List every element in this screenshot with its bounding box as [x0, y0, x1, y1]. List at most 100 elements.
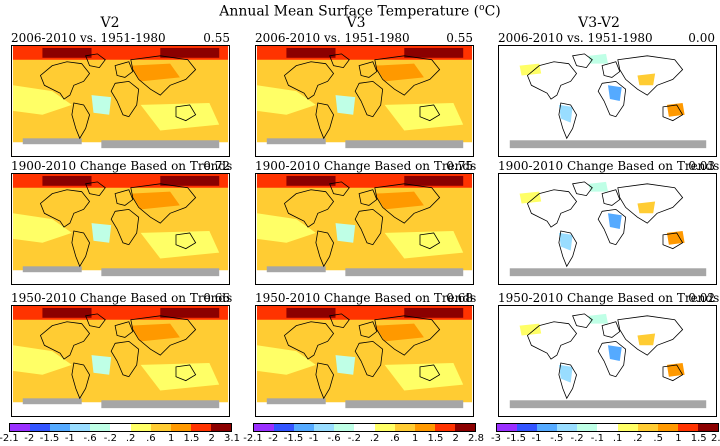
map-region: [572, 181, 593, 197]
map-region: [12, 213, 72, 243]
colorbar-swatch: [150, 424, 171, 431]
column-title-diff: V3-V2: [578, 15, 620, 31]
colorbar-swatch: [70, 424, 91, 431]
map-region: [114, 321, 134, 338]
map-v3-2006-2010: [255, 45, 474, 157]
map-region: [91, 223, 112, 243]
map-v3-1900-2010: [255, 173, 474, 285]
map-region: [384, 362, 464, 391]
colorbar-tick-label: -1.5: [506, 433, 527, 444]
map-region: [358, 321, 378, 338]
map-region: [315, 362, 334, 400]
map-region: [572, 53, 593, 69]
map-region: [130, 183, 197, 224]
panel-title: 1950-2010 Change Based on Trends: [11, 291, 233, 305]
map-region: [71, 102, 90, 140]
colorbar-tick-label: .6: [146, 433, 156, 444]
map-region: [85, 313, 106, 329]
colorbar-swatch: [517, 424, 538, 431]
map-region: [572, 313, 593, 329]
colorbar-tick-label: 3.1: [224, 433, 240, 444]
panel-global-mean: 0.02: [688, 291, 715, 305]
colorbar-swatch: [314, 424, 335, 431]
panel-global-mean: 0.03: [688, 159, 715, 173]
figure-title: Annual Mean Surface Temperature (oC): [219, 3, 501, 20]
map-region: [519, 63, 542, 76]
panel-title: 1900-2010 Change Based on Trends: [11, 159, 233, 173]
map-region: [85, 181, 106, 197]
map-region: [637, 73, 656, 86]
map-region: [666, 102, 685, 117]
map-region: [101, 400, 220, 409]
map-region: [114, 189, 134, 206]
map-region: [114, 61, 134, 78]
map-region: [345, 268, 464, 277]
map-region: [519, 323, 542, 336]
map-region: [140, 362, 220, 391]
panel-global-mean: 0.00: [688, 31, 715, 45]
map-region: [601, 321, 621, 338]
colorbar-swatch: [110, 424, 131, 431]
colorbar-swatch: [210, 424, 232, 431]
map-region: [662, 104, 684, 122]
map-region: [597, 208, 627, 246]
map-region: [175, 232, 197, 250]
colorbar-tick-label: 2.8: [468, 433, 484, 444]
map-diff-1900-2010: [498, 173, 717, 285]
map-region: [22, 138, 82, 145]
map-region: [286, 47, 336, 58]
map-region: [39, 61, 91, 100]
colorbar-swatch: [90, 424, 111, 431]
map-region: [256, 213, 316, 243]
panel-title: 2006-2010 vs. 1951-1980: [255, 31, 410, 45]
colorbar-tick-label: -1: [531, 433, 542, 444]
colorbar-swatch: [170, 424, 191, 431]
panel-global-mean: 0.66: [203, 291, 230, 305]
map-diff-2006-2010: [498, 45, 717, 157]
panel-global-mean: 0.68: [446, 291, 473, 305]
map-region: [22, 266, 82, 273]
map-region: [329, 181, 350, 197]
colorbar-tick-label: -.6: [83, 433, 97, 444]
column-title-v3: V3: [346, 15, 366, 31]
map-region: [175, 364, 197, 382]
map-region: [130, 323, 180, 342]
colorbar-swatch: [354, 424, 375, 431]
colorbar-tick-label: -.5: [550, 433, 564, 444]
map-region: [315, 230, 334, 268]
map-region: [110, 80, 140, 118]
map-region: [374, 55, 441, 96]
colorbar-v3-ticks: -2.1 -2 -1.5 -1 -.6 -.2 .2 .6 1 1.5 2 2.8: [243, 433, 484, 445]
map-region: [509, 268, 707, 277]
panel-global-mean: 0.55: [446, 31, 473, 45]
colorbar-swatch: [697, 424, 719, 431]
colorbar-swatch: [597, 424, 618, 431]
map-region: [588, 313, 608, 324]
map-region: [160, 47, 220, 58]
panel-title: 1900-2010 Change Based on Trends: [498, 159, 720, 173]
colorbar-swatch: [294, 424, 315, 431]
map-region: [509, 140, 707, 149]
map-region: [384, 230, 464, 259]
colorbar-v2-ticks: -2.1 -2 -1.5 -1 -.6 -.2 .2 .6 1 1.5 2 3.1: [0, 433, 240, 445]
map-region: [662, 232, 684, 250]
map-region: [329, 53, 350, 69]
colorbar-swatch: [497, 424, 518, 431]
map-region: [637, 333, 656, 346]
map-region: [85, 53, 106, 69]
map-v3-1950-2010: [255, 305, 474, 417]
map-region: [354, 208, 384, 246]
panel-global-mean: 0.55: [203, 31, 230, 45]
map-region: [12, 85, 72, 115]
colorbar-tick-label: -1.5: [283, 433, 304, 444]
map-region: [283, 61, 335, 100]
panel-title: 2006-2010 vs. 1951-1980: [498, 31, 653, 45]
map-region: [374, 323, 424, 342]
column-title-v2: V2: [100, 15, 120, 31]
map-region: [71, 362, 90, 400]
map-region: [315, 102, 334, 140]
map-region: [617, 315, 684, 356]
colorbar-swatch: [130, 424, 151, 431]
colorbar-tick-label: .1: [612, 433, 623, 444]
map-region: [558, 232, 573, 251]
